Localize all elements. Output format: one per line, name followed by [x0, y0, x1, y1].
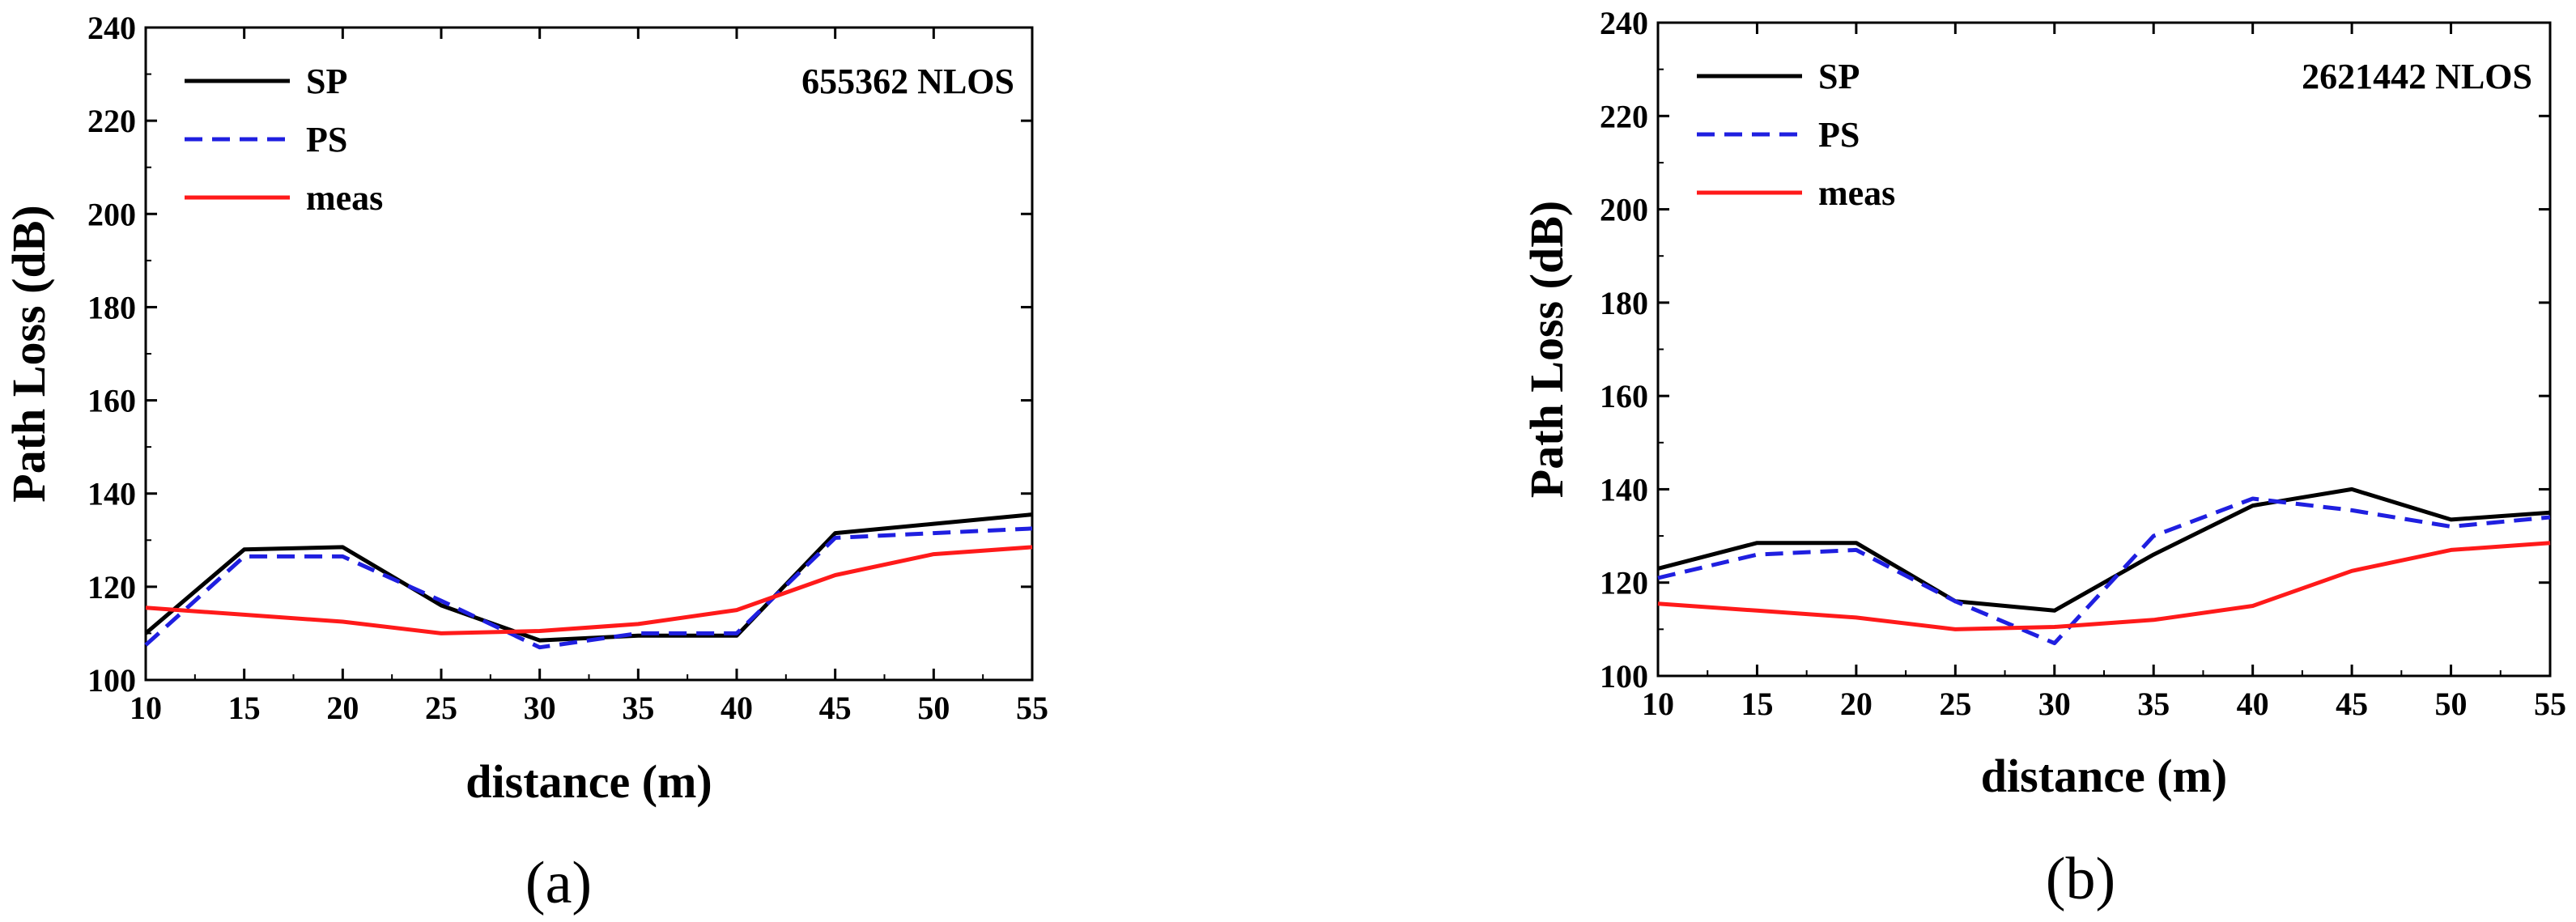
x-tick-label: 30 [2038, 686, 2071, 722]
x-tick-label: 15 [1741, 686, 1773, 722]
x-tick-label: 40 [2237, 686, 2269, 722]
x-tick-label: 25 [1939, 686, 1971, 722]
y-tick-label: 120 [87, 569, 136, 605]
panel-label: (a) [525, 850, 592, 916]
legend-label-meas: meas [1818, 173, 1895, 213]
y-tick-label: 220 [87, 103, 136, 139]
y-tick-label: 240 [1600, 5, 1648, 41]
x-axis-label: distance (m) [1981, 750, 2227, 802]
x-tick-label: 25 [425, 690, 457, 726]
y-tick-label: 240 [87, 10, 136, 46]
y-tick-label: 120 [1600, 565, 1648, 601]
y-tick-label: 100 [1600, 658, 1648, 695]
x-tick-label: 55 [1016, 690, 1048, 726]
legend-label-SP: SP [306, 62, 347, 101]
x-tick-label: 20 [1840, 686, 1872, 722]
plot-frame [1656, 21, 2552, 678]
y-tick-label: 200 [87, 196, 136, 232]
legend-label-meas: meas [306, 178, 383, 218]
y-tick-label: 220 [1600, 98, 1648, 134]
y-tick-label: 140 [1600, 471, 1648, 508]
series-line-meas [1657, 541, 2551, 631]
y-tick-label: 140 [87, 476, 136, 512]
y-axis-label: Path Loss (dB) [1520, 201, 1573, 498]
x-tick-label: 55 [2534, 686, 2566, 722]
y-tick-label: 200 [1600, 192, 1648, 228]
legend-label-PS: PS [1818, 115, 1860, 155]
legend-label-SP: SP [1818, 57, 1860, 96]
series-line-PS [1657, 496, 2551, 646]
x-tick-label: 40 [721, 690, 753, 726]
x-tick-label: 10 [130, 690, 162, 726]
x-tick-label: 45 [819, 690, 852, 726]
x-tick-label: 50 [2435, 686, 2468, 722]
y-tick-label: 180 [87, 289, 136, 325]
y-tick-label: 160 [87, 383, 136, 419]
x-tick-label: 20 [326, 690, 359, 726]
plot-frame [144, 26, 1034, 682]
y-axis-label: Path Loss (dB) [2, 205, 55, 502]
y-tick-label: 160 [1600, 378, 1648, 414]
x-tick-label: 35 [2137, 686, 2170, 722]
chart-a: 10 15 20 25 30 35 40 45 50 55 100 120 140 160 180 200 22… [2, 10, 1048, 916]
x-axis-label: distance (m) [465, 755, 712, 808]
y-tick-label: 180 [1600, 285, 1648, 321]
series-line-SP [144, 512, 1033, 643]
x-tick-label: 10 [1642, 686, 1674, 722]
x-tick-label: 30 [524, 690, 556, 726]
series-line-SP [1657, 486, 2551, 613]
panel-label: (b) [2046, 846, 2115, 912]
annotation-label: 2621442 NLOS [2302, 57, 2532, 96]
chart-b: 10 15 20 25 30 35 40 45 50 55 100 120 140 160 180 200 22… [1520, 5, 2566, 912]
x-tick-label: 45 [2336, 686, 2368, 722]
x-tick-label: 15 [228, 690, 261, 726]
series-line-meas [145, 545, 1033, 635]
x-tick-label: 50 [917, 690, 950, 726]
annotation-label: 655362 NLOS [801, 62, 1014, 101]
y-tick-label: 100 [87, 662, 136, 699]
series-line-PS [144, 526, 1033, 650]
x-tick-label: 35 [622, 690, 654, 726]
legend-label-PS: PS [306, 120, 347, 159]
